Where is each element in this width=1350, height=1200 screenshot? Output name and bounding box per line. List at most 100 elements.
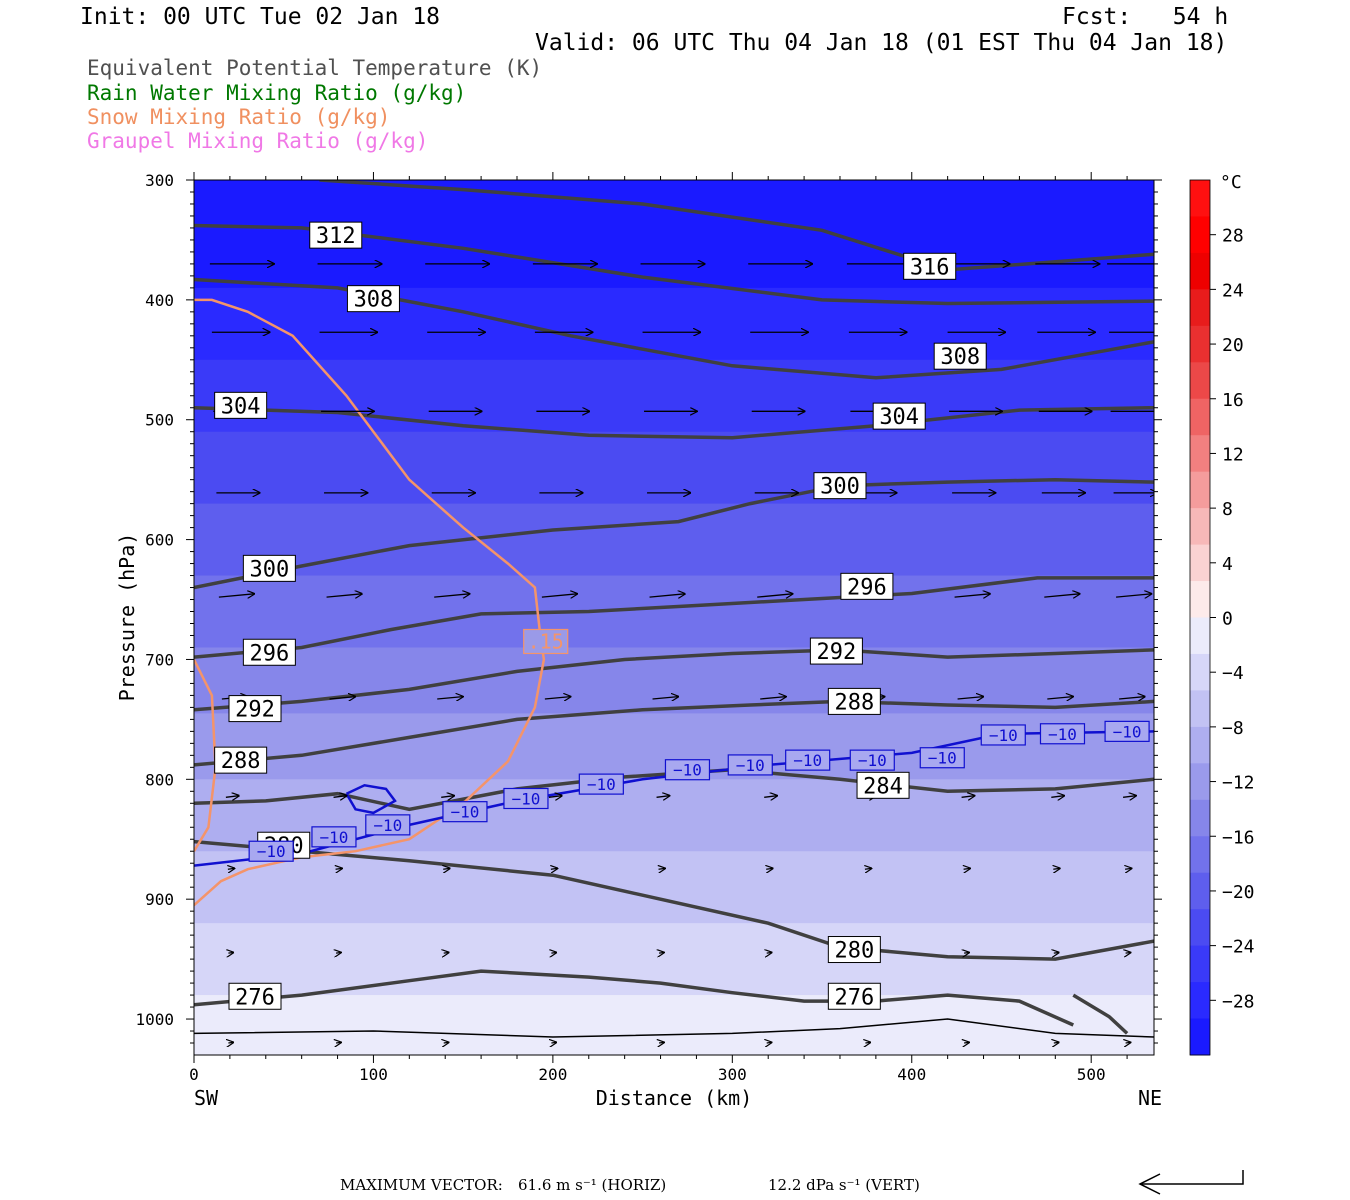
theta-e-line (194, 767, 1154, 812)
theta-e-label: 292 (817, 640, 857, 665)
wind-vector (659, 868, 665, 869)
y-tick-label: 600 (145, 531, 174, 550)
theta-e-label: 304 (221, 394, 261, 419)
theta-e-label-box (840, 572, 894, 600)
wind-vector (544, 697, 571, 699)
x-tick-label: 100 (359, 1065, 388, 1084)
wind-vector (551, 1042, 556, 1043)
legend-graupel: Graupel Mixing Ratio (g/kg) (87, 129, 429, 153)
temperature-label-box (578, 773, 624, 795)
wind-vector (443, 868, 449, 869)
theta-e-label: 280 (834, 939, 874, 964)
wind-vector (865, 868, 871, 869)
theta-e-label-box (827, 982, 881, 1010)
colorbar-swatch (1190, 471, 1210, 509)
colorbar-tick-label: −20 (1222, 882, 1255, 903)
colorbar-tick-label: 0 (1222, 609, 1233, 630)
wind-vector (1126, 1042, 1131, 1043)
temperature-band (194, 431, 1154, 505)
theta-e-label-box (346, 285, 400, 313)
temperature-label: −10 (1113, 722, 1142, 741)
theta-e-line (194, 223, 1154, 306)
wind-vector (659, 953, 664, 954)
temperature-band (194, 503, 1154, 577)
theta-e-label: 300 (820, 475, 860, 500)
colorbar-swatch (1190, 1018, 1210, 1056)
colorbar-swatch (1190, 836, 1210, 874)
y-tick-label: 800 (145, 770, 174, 789)
x-tick-label: 400 (897, 1065, 926, 1084)
wind-vector (218, 594, 254, 597)
temperature-label: −10 (736, 756, 765, 775)
wind-vector (437, 697, 463, 699)
colorbar-swatch (1190, 653, 1210, 691)
colorbar-tick-label: −12 (1222, 773, 1255, 794)
colorbar-tick-label: −28 (1222, 991, 1255, 1012)
colorbar-swatch (1190, 362, 1210, 400)
theta-e-label: 312 (316, 224, 356, 249)
theta-e-label-box (933, 342, 987, 370)
colorbar-swatch (1190, 508, 1210, 546)
legend-snow: Snow Mixing Ratio (g/kg) (87, 105, 391, 129)
theta-e-label-box (242, 638, 296, 666)
theta-e-label-box (809, 637, 863, 665)
theta-e-label-box (214, 746, 268, 774)
temperature-label-box (1104, 720, 1150, 742)
theta-e-label: 296 (847, 575, 887, 600)
wind-vector (326, 594, 362, 597)
colorbar-swatch (1190, 581, 1210, 618)
temperature-label-box (365, 814, 411, 836)
colorbar-tick-label: −16 (1222, 827, 1255, 848)
x-tick-label: 300 (718, 1065, 747, 1084)
temperature-label: −10 (1048, 725, 1077, 744)
wind-vector (1054, 953, 1059, 954)
temperature-fill (194, 180, 1154, 1055)
y-axis-label: Pressure (hPa) (115, 533, 139, 702)
y-tick-label: 1000 (135, 1010, 174, 1029)
wind-vector (228, 953, 233, 954)
temperature-label: −10 (512, 789, 541, 808)
theta-e-label: 304 (879, 405, 919, 430)
temperature-band (194, 575, 1154, 649)
colorbar-swatch (1190, 763, 1210, 801)
wind-vector (1044, 594, 1079, 597)
theta-e-label: 276 (834, 985, 874, 1010)
wind-vector (1123, 796, 1136, 798)
theta-e-label: 284 (863, 774, 903, 799)
wind-vector (444, 1042, 449, 1043)
theta-e-label-box (903, 252, 957, 280)
colorbar-swatch (1190, 617, 1210, 655)
theta-e-label: 300 (249, 557, 289, 582)
temperature-label: −10 (673, 761, 702, 780)
max-vector-vert: 12.2 dPa s⁻¹ (VERT) (768, 1176, 920, 1194)
y-tick-label: 900 (145, 890, 174, 909)
temperature-label-box (503, 787, 549, 810)
temperature-band (194, 287, 1154, 361)
colorbar-swatch (1190, 216, 1210, 254)
temperature-label-box (849, 749, 895, 771)
wind-vector (964, 1042, 969, 1043)
colorbar-tick-label: −4 (1222, 663, 1244, 684)
colorbar-tick-label: 24 (1222, 280, 1244, 301)
wind-vector (964, 868, 970, 869)
wind-vector (865, 1042, 870, 1043)
theta-e-label: 316 (910, 255, 950, 280)
snow-label: .15 (528, 629, 564, 653)
theta-e-label-box (228, 695, 282, 723)
theta-e-line (194, 576, 1154, 659)
wind-vector (551, 868, 557, 869)
wind-vector (764, 796, 777, 798)
x-right-end-label: NE (1138, 1086, 1162, 1110)
valid-time: Valid: 06 UTC Thu 04 Jan 18 (01 EST Thu … (535, 30, 1228, 56)
theta-e-line (319, 180, 1154, 272)
wind-vector (954, 594, 990, 597)
colorbar-swatch (1190, 252, 1210, 290)
axes: 300 400 500 600 700 800 900 1000 0 100 200 300 400 50… (135, 171, 1162, 1084)
temperature-label: −10 (928, 749, 957, 768)
theta-e-line (194, 699, 1154, 767)
theta-e-label-box (827, 936, 881, 964)
theta-e-line (1072, 993, 1129, 1035)
wind-vector (957, 697, 984, 699)
colorbar-tick-label: 8 (1222, 499, 1233, 520)
